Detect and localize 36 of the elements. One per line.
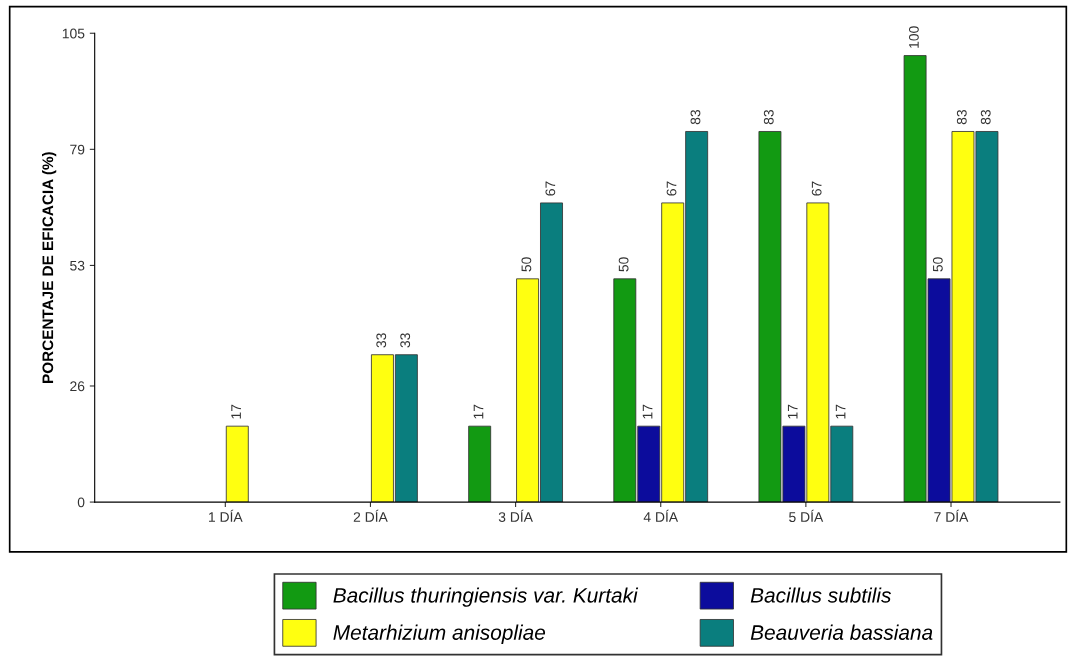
data-label: 17: [835, 404, 846, 419]
bar: [468, 425, 492, 503]
legend-label: Bacillus thuringiensis var. Kurtaki: [333, 587, 639, 607]
y-tick-label: 53: [70, 260, 85, 271]
data-label: 67: [811, 181, 822, 196]
data-label: 17: [787, 404, 798, 419]
data-label: 100: [908, 26, 919, 48]
data-label: 50: [932, 257, 943, 272]
data-label: 67: [666, 181, 677, 196]
legend-label: Beauveria bassiana: [750, 624, 933, 640]
x-tick-label: 1 DÍA: [209, 509, 243, 522]
data-label: 83: [956, 109, 967, 125]
x-tick-label: 3 DÍA: [498, 509, 533, 522]
y-tick-label: 0: [77, 497, 85, 508]
data-label: 33: [400, 333, 411, 348]
data-label: 67: [545, 181, 556, 196]
data-label: 33: [376, 333, 387, 348]
data-label: 83: [690, 109, 701, 125]
data-label: 17: [642, 404, 653, 419]
legend-label: Bacillus subtilis: [750, 587, 891, 603]
y-tick-label: 26: [70, 381, 85, 392]
data-label: 50: [521, 257, 532, 272]
x-tick-label: 4 DÍA: [643, 509, 679, 522]
bar: [225, 425, 249, 503]
x-tick-label: 5 DÍA: [789, 509, 824, 522]
data-label: 83: [763, 109, 774, 125]
data-label: 50: [618, 257, 629, 272]
y-tick-label: 105: [62, 28, 85, 39]
data-label: 17: [473, 404, 484, 419]
data-label: 83: [980, 109, 991, 125]
y-axis-title: PORCENTAJE DE EFICACIA (%): [42, 152, 57, 383]
x-tick-label: 7 DÍA: [934, 509, 969, 522]
legend-label: Metarhizium anisopliae: [333, 624, 546, 645]
x-tick-label: 2 DÍA: [353, 509, 388, 522]
data-label: 17: [231, 404, 241, 419]
y-tick-label: 79: [70, 144, 85, 155]
